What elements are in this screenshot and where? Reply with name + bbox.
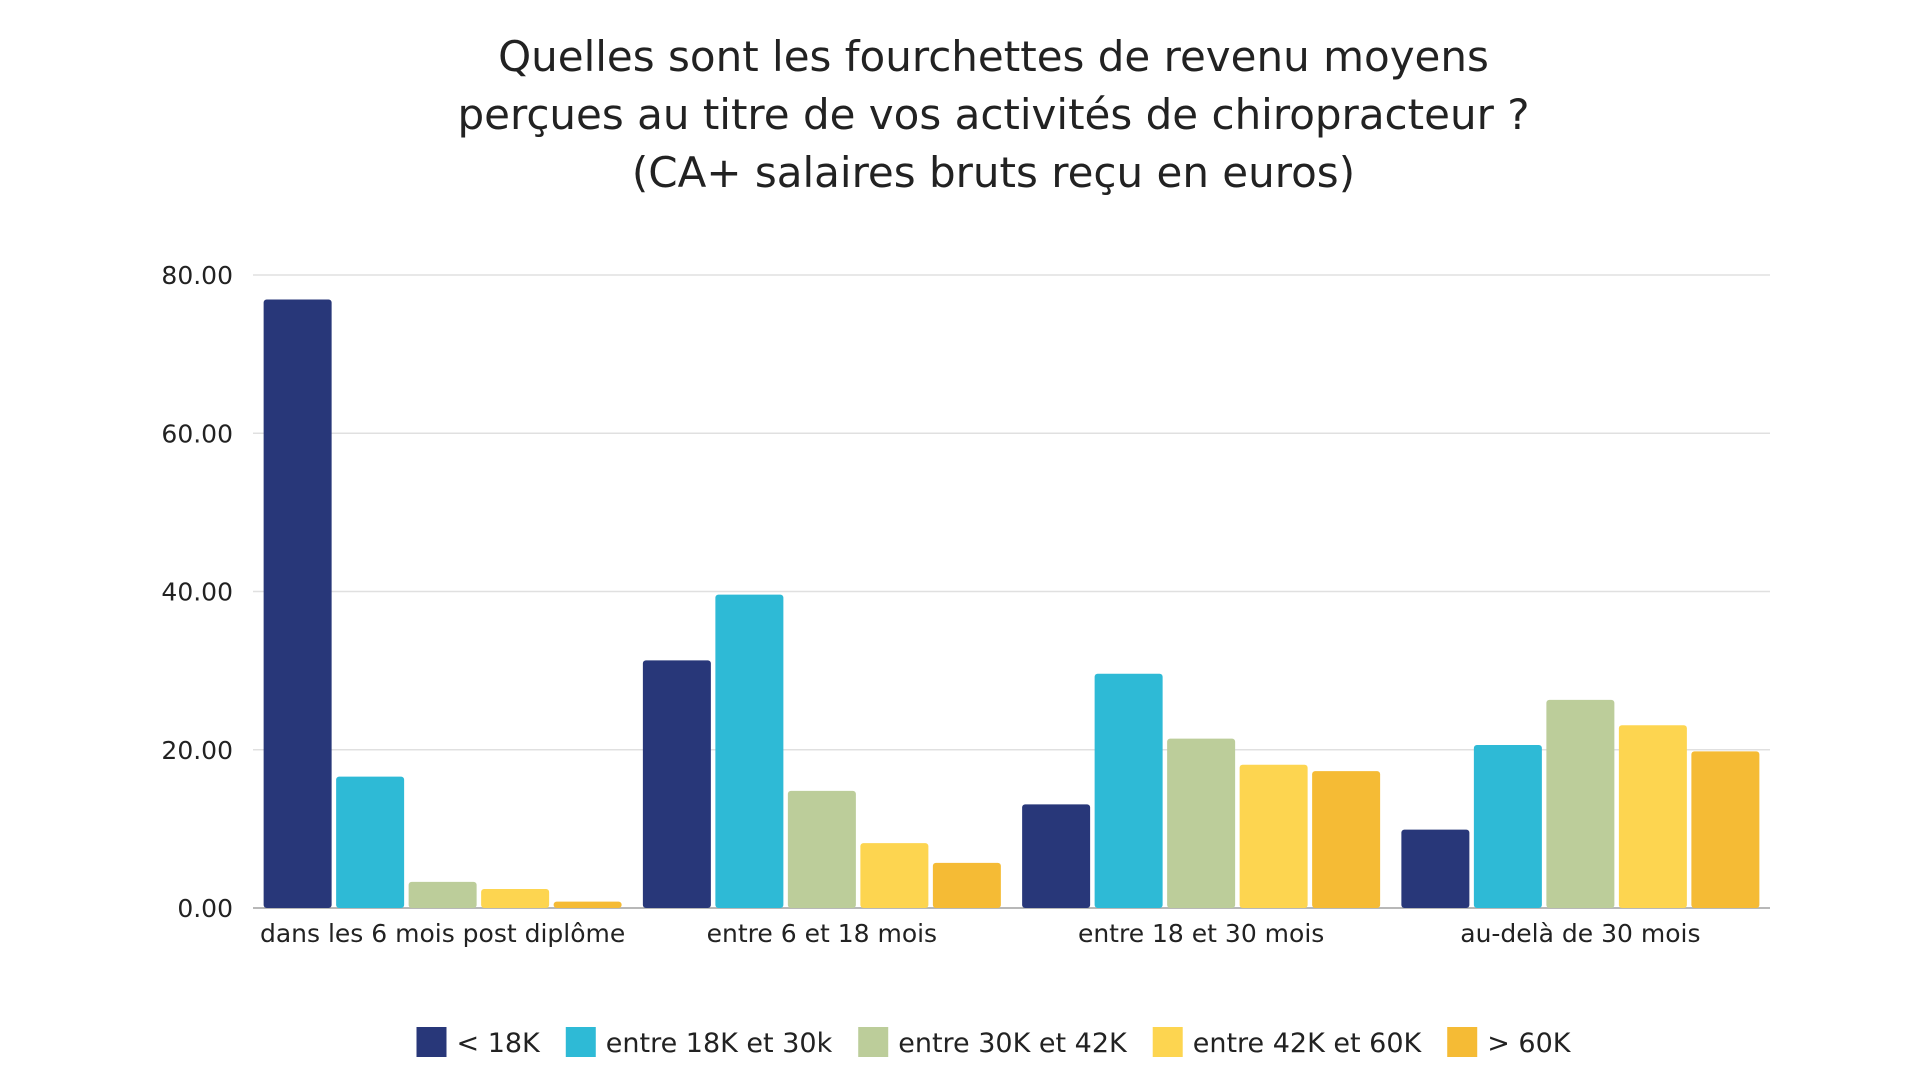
- chart-title-line-1: Quelles sont les fourchettes de revenu m…: [498, 32, 1489, 81]
- bar: [860, 843, 929, 908]
- legend-swatch: [565, 1027, 596, 1057]
- bar: [715, 594, 784, 908]
- grid-lines: [253, 274, 1770, 909]
- bar: [1546, 699, 1615, 908]
- chart-title-line-3: (CA+ salaires bruts reçu en euros): [631, 148, 1356, 197]
- x-category-label: au-delà de 30 mois: [1460, 919, 1700, 948]
- bar: [787, 790, 856, 908]
- bar: [336, 776, 405, 908]
- legend-swatch: [858, 1027, 889, 1057]
- bar: [1167, 738, 1236, 908]
- x-category-label: entre 18 et 30 mois: [1078, 919, 1324, 948]
- x-category-label: entre 6 et 18 mois: [707, 919, 937, 948]
- x-category-label: dans les 6 mois post diplôme: [260, 919, 625, 948]
- legend-label: < 18K: [457, 1028, 542, 1059]
- bar: [932, 862, 1001, 908]
- bar: [263, 299, 332, 908]
- bar: [1473, 745, 1542, 908]
- legend-swatch: [1152, 1027, 1183, 1057]
- bar: [642, 660, 711, 908]
- bars: [263, 299, 1760, 908]
- legend: < 18K entre 18K et 30k entre 30K et 42K ent…: [416, 1027, 1572, 1059]
- bar: [1312, 771, 1381, 908]
- bar: [408, 881, 477, 908]
- bar: [553, 901, 622, 908]
- legend-label: entre 18K et 30k: [606, 1028, 833, 1059]
- legend-label: > 60K: [1487, 1028, 1572, 1059]
- chart-title: Quelles sont les fourchettes de revenu m…: [0, 28, 1920, 202]
- bar: [1094, 673, 1163, 908]
- y-tick-label: 80.00: [161, 261, 233, 290]
- legend-label: entre 42K et 60K: [1193, 1028, 1423, 1059]
- bar: [481, 889, 550, 908]
- legend-swatch: [1447, 1027, 1478, 1057]
- y-axis-ticks: 0.00 20.00 40.00 60.00 80.00: [161, 261, 233, 923]
- y-tick-label: 0.00: [177, 894, 233, 923]
- bar: [1618, 725, 1687, 908]
- x-axis: dans les 6 mois post diplôme entre 6 et 1…: [260, 919, 1701, 948]
- y-tick-label: 40.00: [161, 578, 233, 607]
- bar: [1691, 751, 1760, 908]
- chart-title-line-2: perçues au titre de vos activités de chi…: [457, 90, 1530, 139]
- bar: [1401, 829, 1470, 908]
- bar: [1022, 804, 1091, 908]
- bar: [1239, 764, 1308, 908]
- legend-label: entre 30K et 42K: [898, 1028, 1128, 1059]
- y-tick-label: 60.00: [161, 419, 233, 448]
- y-tick-label: 20.00: [161, 736, 233, 765]
- legend-swatch: [416, 1027, 447, 1057]
